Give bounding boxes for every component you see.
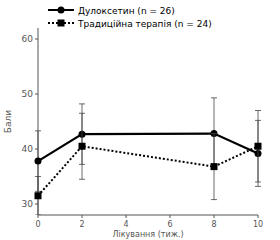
x-tick-label: 0 <box>35 220 40 229</box>
error-bar <box>79 113 85 179</box>
x-tick-label: 8 <box>211 220 216 229</box>
x-tick <box>82 215 83 218</box>
x-tick-label: 6 <box>167 220 172 229</box>
error-cap <box>211 133 217 134</box>
error-cap <box>211 97 217 98</box>
legend-marker <box>58 20 65 27</box>
x-tick <box>170 215 171 218</box>
chart-container: 30 40 50 60 0 2 4 6 8 10 Лікування (тиж.) Бали Дулок… <box>0 0 280 240</box>
y-tick <box>35 94 38 95</box>
error-bar <box>211 134 217 200</box>
error-cap <box>79 113 85 114</box>
x-tick <box>126 215 127 218</box>
y-axis-label: Бали <box>3 110 13 133</box>
error-cap <box>35 176 41 177</box>
error-cap <box>255 182 261 183</box>
y-tick <box>35 204 38 205</box>
error-cap <box>255 186 261 187</box>
chart-svg: 30 40 50 60 0 2 4 6 8 10 Лікування (тиж.) Бали Дулок… <box>0 0 280 240</box>
error-cap <box>79 179 85 180</box>
plot-area <box>35 98 262 215</box>
x-axis <box>38 215 258 216</box>
legend-label: Дулоксетин (n = 26) <box>78 6 175 16</box>
error-cap <box>255 110 261 111</box>
y-tick <box>35 39 38 40</box>
data-point <box>35 192 42 199</box>
x-tick <box>38 215 39 218</box>
x-tick-label: 2 <box>79 220 84 229</box>
data-point <box>79 143 86 150</box>
legend-marker <box>58 7 65 14</box>
legend: Дулоксетин (n = 26) Традиційна терапія (n… <box>48 6 212 29</box>
series-line <box>38 146 258 196</box>
legend-label: Традиційна терапія (n = 24) <box>77 19 212 29</box>
y-tick-label: 40 <box>22 144 34 154</box>
y-tick-label: 60 <box>22 34 34 44</box>
x-tick <box>258 215 259 218</box>
x-tick-label: 4 <box>123 220 128 229</box>
data-point <box>35 158 42 165</box>
x-axis-label: Лікування (тиж.) <box>112 230 183 239</box>
x-tick <box>214 215 215 218</box>
y-tick-label: 30 <box>22 199 34 209</box>
y-tick-label: 50 <box>22 89 34 99</box>
error-cap <box>35 215 41 216</box>
y-axis <box>38 28 39 215</box>
error-bar <box>35 177 41 216</box>
error-cap <box>79 103 85 104</box>
x-tick-label: 10 <box>253 220 263 229</box>
error-cap <box>211 199 217 200</box>
error-bar <box>255 111 261 183</box>
error-cap <box>35 130 41 131</box>
data-point <box>255 143 262 150</box>
y-tick <box>35 149 38 150</box>
data-point <box>211 163 218 170</box>
